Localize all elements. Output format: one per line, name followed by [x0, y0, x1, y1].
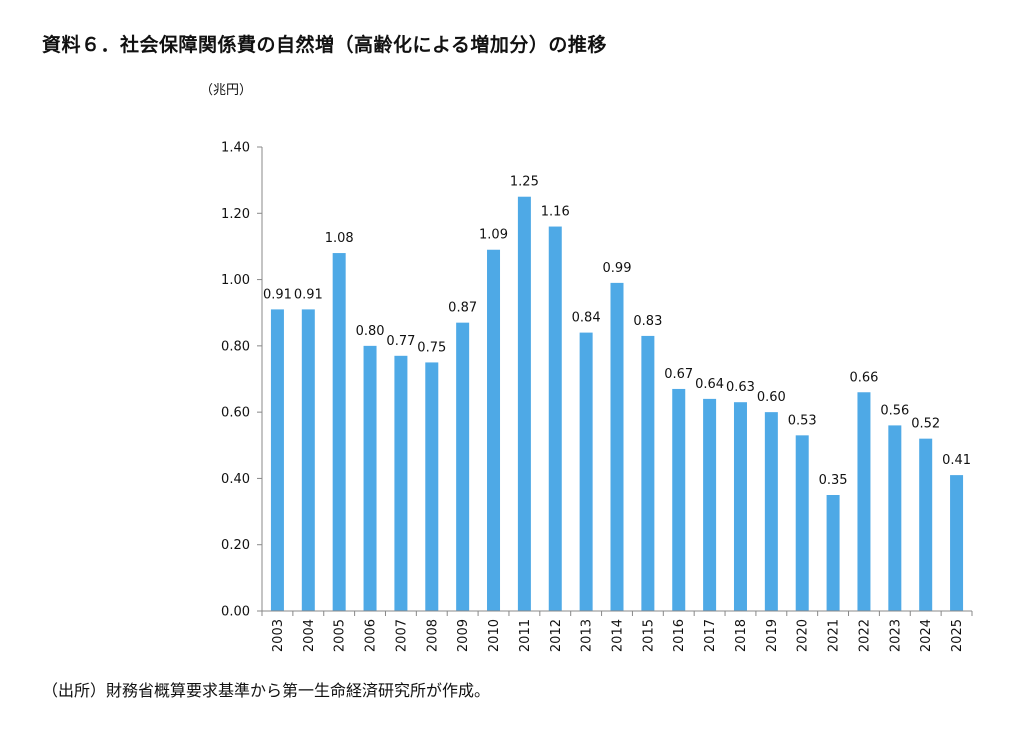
- data-label-2013: 0.84: [572, 311, 601, 326]
- x-tick-label-2005: 2005: [333, 619, 348, 652]
- x-tick-label-2015: 2015: [641, 619, 656, 652]
- x-tick-label-2012: 2012: [549, 619, 564, 652]
- x-tick-label-2011: 2011: [518, 619, 533, 652]
- bar-2021: [826, 495, 840, 611]
- x-tick-label-2025: 2025: [950, 619, 965, 652]
- data-label-2023: 0.56: [880, 403, 909, 418]
- data-label-2005: 1.08: [325, 231, 354, 246]
- x-tick-label-2021: 2021: [827, 619, 842, 652]
- source-note: （出所）財務省概算要求基準から第一生命経済研究所が作成。: [42, 681, 491, 700]
- bar-2025: [950, 475, 964, 611]
- x-tick-label-2018: 2018: [734, 619, 749, 652]
- bar-2008: [425, 362, 439, 611]
- x-tick-label-2019: 2019: [765, 619, 780, 652]
- x-axis-ticks: 2003 2004 2005 2006 2007 2008 2009 2010 2011 2012…: [261, 611, 973, 652]
- bar-2012: [548, 226, 562, 612]
- x-tick-label-2008: 2008: [425, 619, 440, 652]
- data-label-2008: 0.75: [417, 340, 446, 355]
- bar-2024: [919, 438, 933, 611]
- data-label-2018: 0.63: [726, 380, 755, 395]
- chart-title: 資料６．社会保障関係費の自然増（高齢化による増加分）の推移: [42, 34, 607, 56]
- data-label-2009: 0.87: [448, 301, 477, 316]
- y-tick-label: 1.00: [221, 273, 250, 288]
- y-axis-unit-label: （兆円）: [200, 83, 252, 98]
- x-tick-label-2024: 2024: [919, 619, 934, 652]
- x-tick-label-2022: 2022: [857, 619, 872, 652]
- bar-2004: [301, 309, 315, 611]
- data-label-2011: 1.25: [510, 175, 539, 190]
- x-tick-label-2004: 2004: [302, 619, 317, 652]
- x-tick-label-2017: 2017: [703, 619, 718, 652]
- bar-2006: [363, 345, 377, 611]
- x-tick-label-2006: 2006: [364, 619, 379, 652]
- bar-2003: [270, 309, 284, 611]
- y-tick-label: 0.00: [221, 605, 250, 620]
- y-tick-label: 0.20: [221, 538, 250, 553]
- x-tick-label-2013: 2013: [580, 619, 595, 652]
- y-tick-label: 1.20: [221, 207, 250, 222]
- data-label-2024: 0.52: [911, 417, 940, 432]
- bar-2016: [672, 388, 686, 611]
- bar-2005: [332, 253, 346, 612]
- bar-2015: [641, 335, 655, 611]
- data-label-2019: 0.60: [757, 390, 786, 405]
- y-tick-label: 1.40: [221, 141, 250, 156]
- x-tick-label-2010: 2010: [487, 619, 502, 652]
- data-label-2004: 0.91: [294, 287, 323, 302]
- x-tick-label-2009: 2009: [456, 619, 471, 652]
- data-label-2020: 0.53: [788, 413, 817, 428]
- bar-2009: [456, 322, 470, 611]
- bar-2011: [517, 196, 531, 611]
- bar-2014: [610, 282, 624, 611]
- x-tick-label-2014: 2014: [611, 619, 626, 652]
- x-tick-label-2023: 2023: [888, 619, 903, 652]
- bars: [270, 196, 964, 612]
- y-axis-ticks: 0.00 0.20 0.40 0.60 0.80 1.00 1.20 1.40: [221, 141, 262, 620]
- x-tick-label-2003: 2003: [271, 619, 286, 652]
- y-tick-label: 0.40: [221, 472, 250, 487]
- data-label-2014: 0.99: [603, 261, 632, 276]
- data-label-2007: 0.77: [386, 334, 415, 349]
- data-label-2021: 0.35: [819, 473, 848, 488]
- data-label-2012: 1.16: [541, 205, 570, 220]
- data-label-2016: 0.67: [664, 367, 693, 382]
- data-label-2003: 0.91: [263, 287, 292, 302]
- data-label-2006: 0.80: [356, 324, 385, 339]
- data-label-2010: 1.09: [479, 228, 508, 243]
- x-tick-label-2007: 2007: [394, 619, 409, 652]
- data-label-2017: 0.64: [695, 377, 724, 392]
- bar-2023: [888, 425, 902, 611]
- bar-2018: [733, 402, 747, 611]
- bar-2019: [764, 412, 778, 611]
- x-tick-label-2016: 2016: [672, 619, 687, 652]
- y-tick-label: 0.80: [221, 339, 250, 354]
- data-label-2022: 0.66: [849, 370, 878, 385]
- bar-2022: [857, 392, 871, 611]
- x-tick-label-2020: 2020: [796, 619, 811, 652]
- data-label-2025: 0.41: [942, 453, 971, 468]
- bar-2020: [795, 435, 809, 611]
- bar-2013: [579, 332, 593, 611]
- bar-2007: [394, 355, 408, 611]
- bar-2010: [487, 249, 501, 611]
- data-labels: 0.91 0.91 1.08 0.800.77 0.75 0.87 1.09 1.251.16…: [263, 175, 971, 488]
- bar-2017: [703, 398, 717, 611]
- data-label-2015: 0.83: [633, 314, 662, 329]
- y-tick-label: 0.60: [221, 406, 250, 421]
